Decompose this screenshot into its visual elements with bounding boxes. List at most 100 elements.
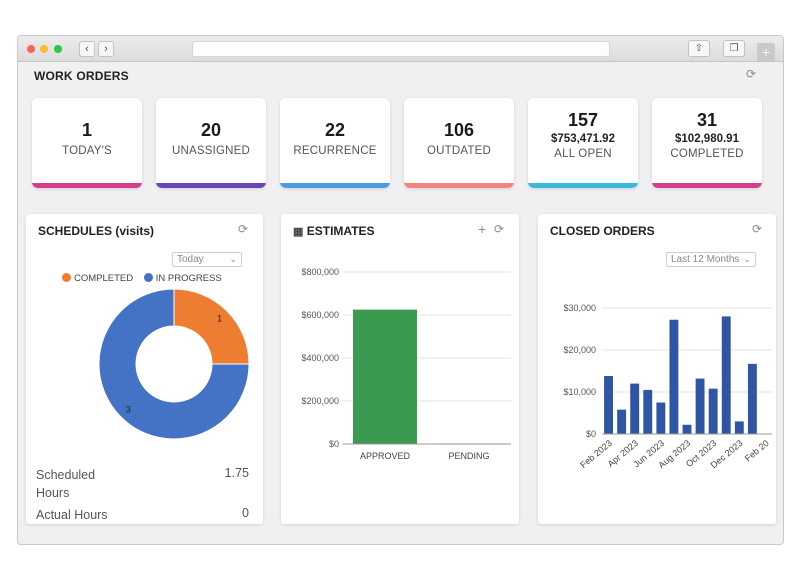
bar-jul-2023 — [669, 319, 679, 434]
y-tick-label: $800,000 — [301, 267, 339, 277]
card-stripe — [280, 183, 390, 188]
donut-data-label: 3 — [126, 405, 131, 415]
bar-oct-2023 — [708, 388, 718, 434]
donut-data-label: 1 — [217, 313, 222, 323]
card-value: 157 — [567, 110, 599, 130]
card-todays[interactable]: 1 TODAY'S — [32, 98, 142, 188]
maximize-window-button[interactable] — [54, 45, 62, 53]
card-stripe — [528, 183, 638, 188]
x-tick-label: Feb 20 — [743, 438, 771, 464]
donut-slice-completed — [173, 288, 250, 365]
refresh-icon[interactable]: ⟳ — [238, 222, 249, 236]
bar-sep-2023 — [695, 378, 705, 434]
legend-item-completed[interactable]: COMPLETED — [62, 273, 133, 284]
add-estimate-icon[interactable]: + — [478, 221, 487, 237]
y-tick-label: $0 — [329, 439, 339, 449]
dashboard: WORK ORDERS ⟳ 1 TODAY'S 20 UNASSIGNED 22… — [18, 62, 783, 544]
refresh-icon[interactable]: ⟳ — [746, 67, 757, 81]
back-button[interactable]: ‹ — [79, 41, 95, 57]
y-tick-label: $30,000 — [563, 303, 596, 313]
donut-slice-in-progress — [98, 288, 250, 440]
y-tick-label: $200,000 — [301, 396, 339, 406]
calculator-icon: ▦ — [293, 226, 304, 238]
card-completed[interactable]: 31 $102,980.91 COMPLETED — [652, 98, 762, 188]
address-bar[interactable] — [192, 41, 610, 57]
share-icon[interactable]: ⇧ — [688, 40, 710, 57]
legend-item-in-progress[interactable]: IN PROGRESS — [143, 273, 222, 284]
card-recurrence[interactable]: 22 RECURRENCE — [280, 98, 390, 188]
card-value: 20 — [200, 120, 222, 140]
page-title: WORK ORDERS — [34, 69, 129, 83]
y-tick-label: $0 — [586, 429, 596, 439]
card-label: UNASSIGNED — [171, 145, 251, 157]
y-tick-label: $600,000 — [301, 310, 339, 320]
card-label: OUTDATED — [427, 145, 491, 157]
legend-swatch — [62, 273, 71, 282]
bar-aug-2023 — [682, 424, 692, 434]
schedules-panel: SCHEDULES (visits) ⟳ Today ⌄ COMPLETED I… — [26, 214, 263, 524]
bar-jan-2024 — [747, 363, 757, 434]
schedules-donut-chart: 13 — [98, 288, 250, 440]
refresh-icon[interactable]: ⟳ — [494, 222, 505, 236]
bar-jun-2023 — [656, 402, 666, 434]
actual-hours-value: 0 — [242, 506, 249, 520]
refresh-icon[interactable]: ⟳ — [752, 222, 763, 236]
estimates-panel: ▦ ESTIMATES + ⟳ $0 $200,000 $400,000 $600,0… — [281, 214, 519, 524]
schedules-title: SCHEDULES (visits) — [38, 224, 155, 238]
card-value: 31 — [696, 110, 718, 130]
card-value: 22 — [324, 120, 346, 140]
minimize-window-button[interactable] — [40, 45, 48, 53]
x-tick-label: APPROVED — [360, 451, 411, 461]
card-unassigned[interactable]: 20 UNASSIGNED — [156, 98, 266, 188]
scheduled-hours-value: 1.75 — [224, 466, 249, 480]
card-stripe — [156, 183, 266, 188]
y-tick-label: $20,000 — [563, 345, 596, 355]
bar-nov-2023 — [721, 316, 731, 434]
closed-orders-title: CLOSED ORDERS — [550, 224, 655, 238]
schedules-filter-select[interactable]: Today ⌄ — [172, 252, 242, 267]
estimates-title-row: ▦ ESTIMATES — [293, 224, 375, 238]
legend-label: COMPLETED — [74, 273, 134, 284]
chevron-down-icon: ⌄ — [229, 254, 237, 264]
card-value: 106 — [443, 120, 475, 140]
card-stripe — [32, 183, 142, 188]
y-tick-label: $400,000 — [301, 353, 339, 363]
close-window-button[interactable] — [27, 45, 35, 53]
new-tab-button[interactable]: + — [757, 43, 775, 61]
bar-dec-2023 — [734, 421, 744, 434]
card-all-open[interactable]: 157 $753,471.92 ALL OPEN — [528, 98, 638, 188]
chevron-down-icon: ⌄ — [743, 254, 751, 264]
card-label: ALL OPEN — [554, 148, 612, 160]
legend-swatch — [143, 273, 153, 282]
card-outdated[interactable]: 106 OUTDATED — [404, 98, 514, 188]
y-tick-label: $10,000 — [563, 387, 596, 397]
closed-orders-panel: CLOSED ORDERS ⟳ Last 12 Months ⌄ $0 $10,0… — [538, 214, 776, 524]
card-amount: $753,471.92 — [551, 133, 615, 145]
bar-approved — [353, 309, 417, 444]
card-label: COMPLETED — [670, 148, 744, 160]
x-tick-label: PENDING — [448, 451, 489, 461]
forward-button[interactable]: › — [98, 41, 114, 57]
bar-feb-2023 — [604, 376, 613, 434]
card-label: RECURRENCE — [293, 145, 377, 157]
estimates-title: ESTIMATES — [306, 224, 375, 238]
closed-orders-filter-select[interactable]: Last 12 Months ⌄ — [666, 252, 756, 267]
schedules-legend: COMPLETED IN PROGRESS — [62, 273, 222, 284]
estimates-bar-chart: $0 $200,000 $400,000 $600,000 $800,000 APPROV… — [301, 267, 511, 461]
closed-orders-filter-value: Last 12 Months — [671, 254, 740, 265]
card-stripe — [404, 183, 514, 188]
legend-label: IN PROGRESS — [155, 273, 222, 284]
scheduled-hours-label: Scheduled Hours — [36, 468, 96, 500]
browser-titlebar: ‹ › ⇧ ❐ + — [18, 36, 783, 62]
bar-mar-2023 — [617, 409, 627, 434]
actual-hours-label: Actual Hours — [36, 508, 108, 522]
card-label: TODAY'S — [62, 145, 112, 157]
browser-window: ‹ › ⇧ ❐ + WORK ORDERS ⟳ 1 TODAY'S 20 UNA… — [17, 35, 784, 545]
card-stripe — [652, 183, 762, 188]
card-amount: $102,980.91 — [675, 133, 739, 145]
schedules-filter-value: Today — [177, 254, 204, 265]
tabs-icon[interactable]: ❐ — [723, 40, 745, 57]
card-value: 1 — [81, 120, 92, 140]
bar-may-2023 — [643, 389, 653, 434]
